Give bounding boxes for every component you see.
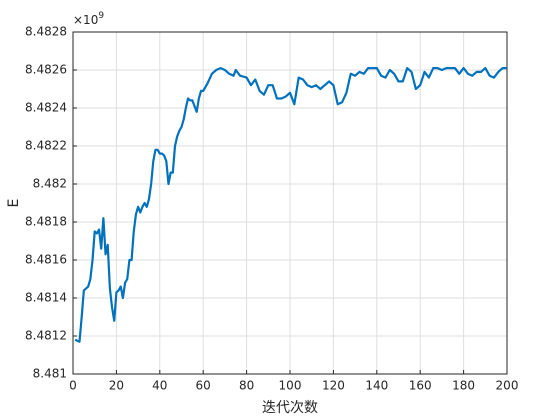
x-tick-label: 100 bbox=[279, 379, 302, 393]
y-tick-label: 8.4816 bbox=[25, 253, 67, 267]
y-tick-label: 8.4812 bbox=[25, 329, 67, 343]
x-tick-label: 40 bbox=[152, 379, 167, 393]
y-axis-label: E bbox=[6, 199, 22, 208]
y-tick-label: 8.482 bbox=[33, 177, 67, 191]
x-tick-label: 140 bbox=[365, 379, 388, 393]
x-axis-label: 迭代次数 bbox=[262, 400, 318, 416]
y-tick-label: 8.4824 bbox=[25, 101, 67, 115]
x-tick-label: 200 bbox=[496, 379, 519, 393]
x-tick-label: 180 bbox=[452, 379, 475, 393]
y-tick-label: 8.4814 bbox=[25, 291, 67, 305]
y-tick-label: 8.481 bbox=[33, 367, 67, 381]
y-tick-label: 8.4818 bbox=[25, 215, 67, 229]
x-tick-label: 0 bbox=[69, 379, 77, 393]
x-tick-label: 160 bbox=[409, 379, 432, 393]
x-tick-label: 120 bbox=[322, 379, 345, 393]
y-multiplier-power: 9 bbox=[98, 11, 104, 21]
plot-frame bbox=[72, 31, 508, 375]
y-tick-label: 8.4826 bbox=[25, 63, 67, 77]
y-multiplier: ×109 bbox=[73, 11, 104, 27]
y-tick-label: 8.4828 bbox=[25, 25, 67, 39]
data-line bbox=[74, 67, 507, 343]
x-tick-label: 60 bbox=[196, 379, 211, 393]
x-tick-label: 80 bbox=[239, 379, 254, 393]
x-tick-label: 20 bbox=[109, 379, 124, 393]
y-multiplier-base: ×10 bbox=[73, 13, 98, 27]
y-tick-label: 8.4822 bbox=[25, 139, 67, 153]
